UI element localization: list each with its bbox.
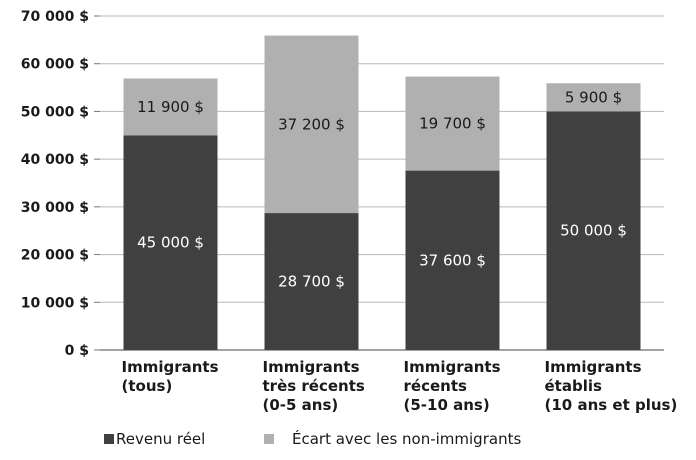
data-label: 37 200 $: [278, 115, 345, 133]
legend-swatch: [104, 434, 114, 444]
y-tick-label: 40 000 $: [21, 152, 89, 168]
legend-label: Écart avec les non-immigrants: [292, 429, 521, 448]
data-label: 37 600 $: [419, 251, 486, 269]
y-tick-label: 60 000 $: [21, 57, 89, 73]
x-category-line: très récents: [263, 377, 365, 395]
x-category-label: Immigrants récents (5-10 ans): [404, 358, 501, 414]
bar-ecart: [546, 83, 641, 112]
bar-revenu-reel: [546, 111, 641, 350]
data-label: 45 000 $: [137, 234, 204, 252]
data-label: 19 700 $: [419, 115, 486, 133]
x-category-line: récents: [404, 377, 467, 395]
bar-revenu-reel: [405, 170, 500, 350]
x-category-label: Immigrants établis (10 ans et plus): [545, 358, 678, 414]
data-label: 28 700 $: [278, 273, 345, 291]
y-tick-label: 30 000 $: [21, 200, 89, 216]
bar-revenu-reel: [123, 135, 218, 350]
data-label: 11 900 $: [137, 98, 204, 116]
bar-revenu-reel: [264, 213, 359, 350]
x-category-line: Immigrants: [545, 358, 642, 376]
y-axis-tick-labels: 0 $ 10 000 $ 20 000 $ 30 000 $ 40 000 $ 50 00…: [21, 9, 89, 359]
legend-label: Revenu réel: [116, 430, 205, 448]
x-category-line: Immigrants: [404, 358, 501, 376]
y-tick-label: 50 000 $: [21, 104, 89, 120]
bar-ecart: [264, 35, 359, 214]
legend-swatch: [264, 434, 274, 444]
y-tick-label: 70 000 $: [21, 9, 89, 25]
y-tick-label: 20 000 $: [21, 248, 89, 264]
y-tick-label: 0 $: [65, 343, 89, 359]
x-category-line: établis: [545, 377, 602, 395]
x-category-line: Immigrants: [263, 358, 360, 376]
x-category-line: (5-10 ans): [404, 396, 490, 414]
x-category-line: (10 ans et plus): [545, 396, 678, 414]
data-labels: 45 000 $ 11 900 $ 28 700 $ 37 200 $ 37 600 $…: [137, 88, 627, 290]
x-category-label: Immigrants très récents (0-5 ans): [263, 358, 365, 414]
x-category-line: (0-5 ans): [263, 396, 339, 414]
y-tick-label: 10 000 $: [21, 295, 89, 311]
data-label: 50 000 $: [560, 222, 627, 240]
data-label: 5 900 $: [565, 88, 622, 106]
x-category-label: Immigrants (tous): [122, 358, 219, 395]
bar-ecart: [123, 78, 218, 136]
legend: Revenu réel Écart avec les non-immigrants: [104, 429, 521, 448]
x-category-line: Immigrants: [122, 358, 219, 376]
x-category-line: (tous): [122, 377, 173, 395]
bar-ecart: [405, 76, 500, 171]
x-axis-category-labels: Immigrants (tous)Immigrants très récents (0…: [122, 358, 678, 414]
bars: [123, 35, 641, 350]
